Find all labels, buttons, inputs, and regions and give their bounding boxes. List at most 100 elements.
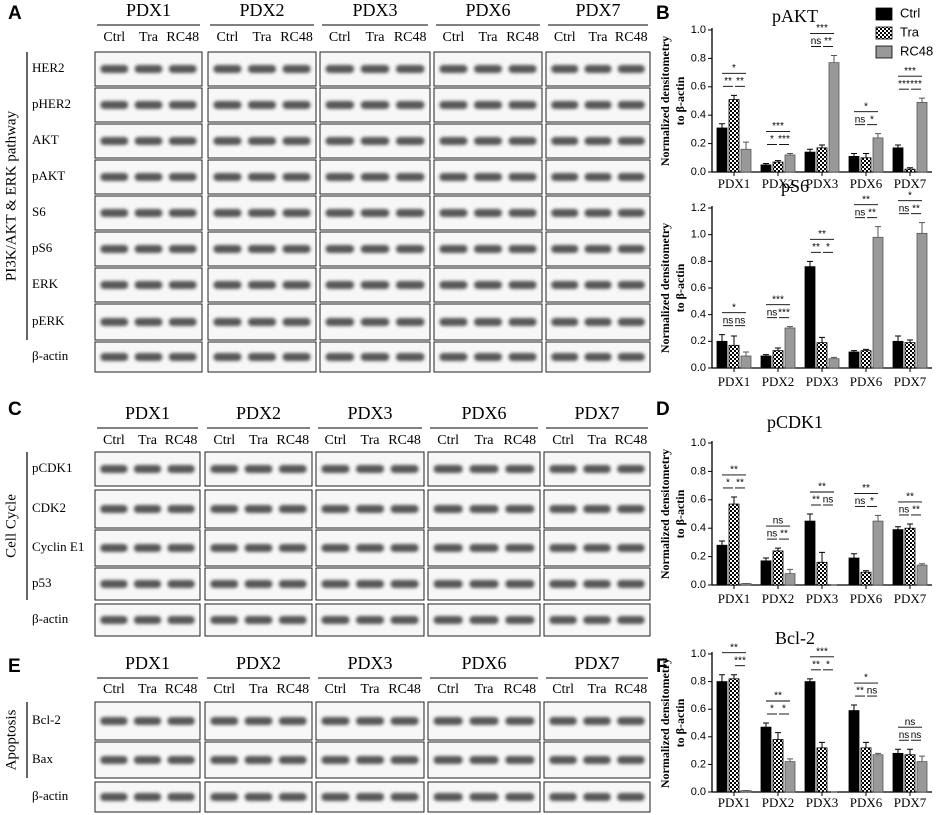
blot-band [360,353,390,361]
blot-band [168,353,197,361]
blot-band [213,173,242,181]
chart-title: Bcl-2 [775,628,815,648]
blot-band [325,318,355,326]
bar [848,710,860,793]
lane-label: Ctrl [103,30,125,45]
row-label: pERK [32,313,65,328]
blot-band [551,101,579,109]
blot-band [210,580,239,588]
error-bar [907,523,913,529]
bar [740,355,752,369]
y-tick-label: 1.0 [691,24,706,36]
blot-band [549,793,577,801]
error-bar [895,748,901,754]
error-bar [895,526,901,530]
significance-label: ** [724,76,732,87]
blot-band [505,793,535,801]
blot-band [100,465,128,473]
blot-band [213,281,242,289]
blot-band [473,101,503,109]
blot-band [583,465,611,473]
blot-band [282,318,311,326]
y-tick-label: 0.2 [691,758,706,770]
significance-label: ** [818,229,826,240]
blot-band [325,137,355,145]
significance-label: * [864,101,868,112]
blot-band [395,281,425,289]
bar [892,529,904,586]
lane-label: RC48 [615,433,648,448]
bar [892,340,904,369]
blot-band [210,544,239,552]
bar [716,127,728,173]
blot-band [100,245,129,253]
blot-band [617,318,645,326]
blot-band [133,544,162,552]
significance-label: ns [723,315,734,326]
y-tick-label: 0.0 [691,362,706,374]
error-bar [819,551,825,563]
blot-band [508,137,537,145]
y-tick-label: 0.0 [691,579,706,591]
blot-band [583,580,611,588]
significance-label: *** [816,646,828,657]
lane-label: Tra [138,682,158,697]
significance-label: ** [730,465,738,476]
significance-label: ns [767,529,778,540]
significance-label: *** [778,307,790,318]
blot-band [439,137,468,145]
x-tick-label: PDX6 [850,176,883,191]
significance-label: * [770,134,774,145]
blot-band [244,465,273,473]
blot-band [439,209,468,217]
bar [804,520,816,586]
significance-label: ** [862,194,870,205]
lane-label: Ctrl [329,30,351,45]
row-label: Bax [32,751,53,766]
error-bar [775,547,781,551]
blot-band [617,137,645,145]
blot-band [617,505,645,513]
error-bar [819,336,825,343]
y-tick-label: 0.2 [691,335,706,347]
blot-band [133,505,162,513]
group-label: PDX2 [236,403,281,423]
y-tick-label: 0.8 [691,676,706,688]
blot-band [100,318,129,326]
significance-label: ** [730,642,738,653]
bar [904,754,916,793]
blot-band [584,318,612,326]
bar [816,747,828,793]
blot-band [584,101,612,109]
blot-band [395,173,425,181]
blot-band [505,717,535,725]
blot-band [167,544,195,552]
blot-band [321,616,350,624]
row-label: pHER2 [32,96,71,111]
blot-band [133,580,162,588]
blot-band [355,616,385,624]
blot-band [433,793,463,801]
lane-label: Ctrl [325,433,347,448]
lane-label: Ctrl [217,30,239,45]
blot-band [360,101,390,109]
bar [772,350,784,369]
group-label: PDX3 [347,403,392,423]
chart-title: pS6 [781,176,809,196]
error-bar [875,226,881,238]
blot-band [584,245,612,253]
blot-band [505,616,535,624]
blot-band [321,505,350,513]
error-bar [743,351,749,356]
lane-label: RC48 [276,433,309,448]
error-bar [763,354,769,356]
lane-label: Ctrl [437,433,459,448]
row-label: pAKT [32,168,65,183]
blot-band [100,353,129,361]
blot-band [282,137,311,145]
row-label: Bcl-2 [32,712,61,727]
blot-band [549,756,577,764]
blot-band [584,281,612,289]
significance-label: ** [912,505,920,516]
blot-band [395,353,425,361]
